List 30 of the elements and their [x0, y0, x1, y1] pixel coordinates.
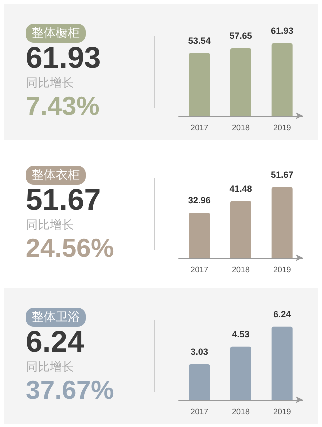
x-tick-label: 2019	[273, 124, 292, 132]
x-tick-label: 2019	[273, 266, 292, 274]
text: 24.56%	[26, 232, 116, 262]
x-tick-label: 2017	[190, 124, 210, 132]
text: 同比增长	[26, 358, 75, 374]
data-label: 41.48	[230, 184, 252, 194]
text: 51.67	[26, 184, 102, 216]
x-tick-label: 2019	[273, 408, 292, 416]
data-label: 61.93	[271, 26, 294, 36]
x-tick-label: 2017	[190, 408, 210, 416]
data-label: 51.67	[271, 170, 294, 180]
data-label: 32.96	[188, 195, 211, 206]
x-tick-label: 2017	[190, 266, 210, 274]
text: 整体卫浴	[26, 308, 86, 326]
text: 同比增长	[26, 216, 75, 232]
data-label: 3.03	[190, 347, 208, 358]
data-label: 53.54	[188, 36, 211, 46]
data-label: 4.53	[232, 329, 250, 340]
x-tick-label: 2018	[232, 408, 250, 416]
text: 61.93	[26, 42, 102, 74]
text: 7.43%	[26, 90, 101, 120]
data-label: 57.65	[230, 30, 252, 41]
text: 整体橱柜	[26, 24, 86, 42]
x-tick-label: 2018	[232, 266, 250, 274]
text: 同比增长	[26, 74, 75, 90]
data-label: 6.24	[274, 309, 292, 320]
text: 6.24	[26, 326, 86, 358]
text: 37.67%	[26, 374, 116, 404]
text: 整体衣柜	[26, 166, 86, 184]
x-tick-label: 2018	[232, 124, 250, 132]
